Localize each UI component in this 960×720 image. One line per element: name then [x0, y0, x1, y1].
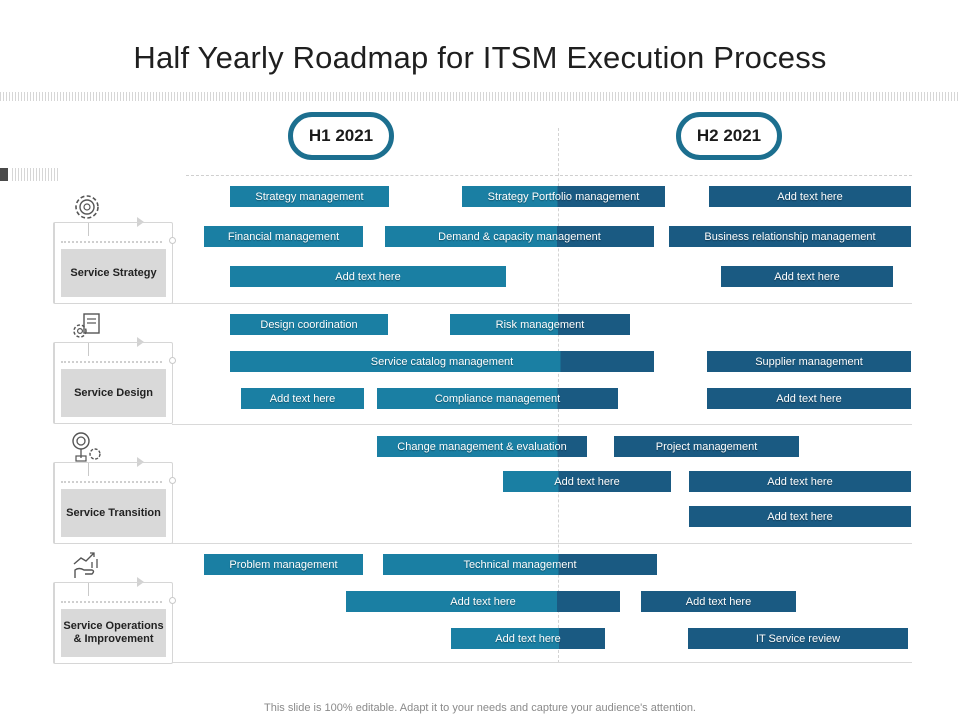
corner-hatch [12, 168, 58, 181]
category-label-service-transition: Service Transition [61, 489, 166, 537]
section-separator [172, 303, 912, 304]
section-separator [172, 662, 912, 663]
task-bar: Service catalog management [230, 351, 654, 372]
task-bar: Add text here [689, 506, 911, 527]
gear-icon [75, 195, 99, 219]
category-card-service-transition: Service Transition [53, 462, 176, 544]
section-separator [172, 424, 912, 425]
task-bar: Add text here [689, 471, 911, 492]
task-bar: Add text here [641, 591, 796, 612]
task-bar: Add text here [451, 628, 605, 649]
page-title: Half Yearly Roadmap for ITSM Execution P… [133, 40, 827, 75]
task-bar: Compliance management [377, 388, 618, 409]
task-bar: Strategy management [230, 186, 389, 207]
task-bar: Add text here [721, 266, 893, 287]
task-bar: Strategy Portfolio management [462, 186, 665, 207]
task-bar: IT Service review [688, 628, 908, 649]
task-bar: Add text here [709, 186, 911, 207]
task-bar: Technical management [383, 554, 657, 575]
timeline-top-rule [186, 175, 912, 176]
footnote: This slide is 100% editable. Adapt it to… [264, 702, 696, 714]
corner-mark [0, 168, 8, 181]
category-card-service-design: Service Design [53, 342, 176, 424]
period-h1-label: H1 2021 [288, 112, 394, 160]
task-bar: Add text here [241, 388, 364, 409]
task-bar: Add text here [503, 471, 671, 492]
gears-document-icon [73, 313, 100, 338]
category-label-service-strategy: Service Strategy [61, 249, 166, 297]
task-bar: Risk management [450, 314, 630, 335]
task-bar: Change management & evaluation [377, 436, 587, 457]
hand-growth-chart-icon [73, 552, 98, 578]
task-bar: Add text here [230, 266, 506, 287]
target-icon [72, 432, 101, 462]
task-bar: Demand & capacity management [385, 226, 654, 247]
task-bar: Add text here [346, 591, 620, 612]
header-hatch-band [0, 92, 960, 101]
category-card-service-operations: Service Operations & Improvement [53, 582, 176, 664]
task-bar: Project management [614, 436, 799, 457]
task-bar: Business relationship management [669, 226, 911, 247]
period-h2-label: H2 2021 [676, 112, 782, 160]
task-bar: Add text here [707, 388, 911, 409]
task-bar: Problem management [204, 554, 363, 575]
category-label-service-design: Service Design [61, 369, 166, 417]
category-card-service-strategy: Service Strategy [53, 222, 176, 304]
category-label-service-operations: Service Operations & Improvement [61, 609, 166, 657]
task-bar: Financial management [204, 226, 363, 247]
task-bar: Design coordination [230, 314, 388, 335]
section-separator [172, 543, 912, 544]
task-bar: Supplier management [707, 351, 911, 372]
